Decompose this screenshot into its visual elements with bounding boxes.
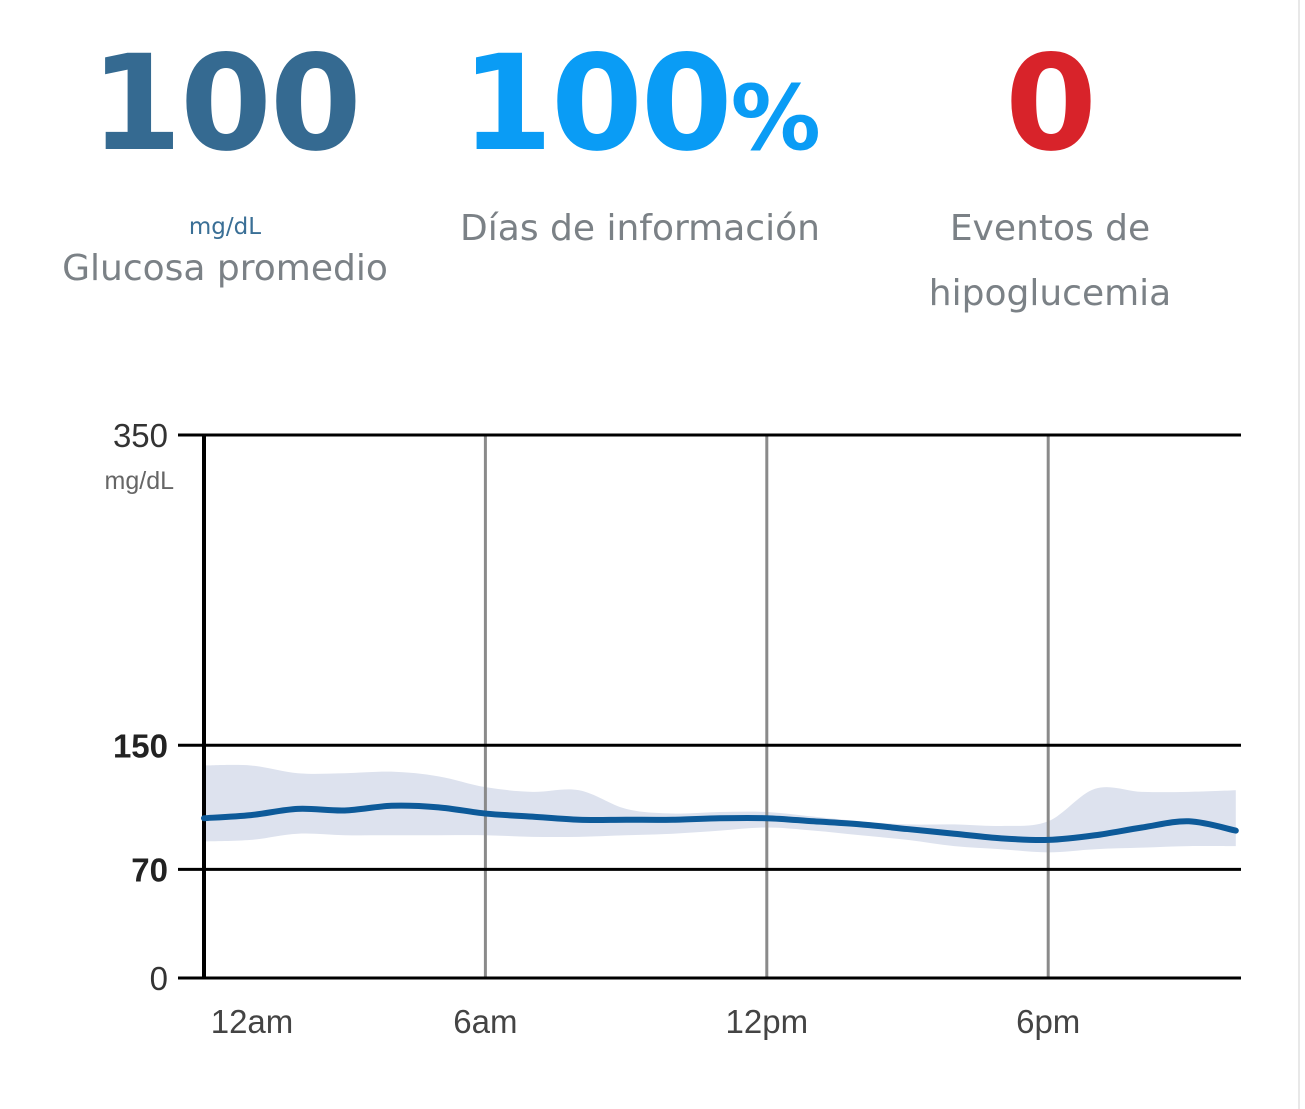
hypo-events-value: 0 [1005, 27, 1097, 181]
x-tick-label-6pm: 6pm [1016, 1003, 1080, 1040]
hypo-events-label-2: hipoglucemia [928, 272, 1172, 314]
data-days-stat: 100% Días de información [430, 38, 850, 263]
x-tick-label-12am: 12am [211, 1003, 294, 1040]
data-days-label: Días de información [460, 208, 820, 249]
hypo-events-stat: 0 Eventos de hipoglucemia [880, 38, 1220, 327]
y-tick-label-70: 70 [131, 851, 168, 888]
data-days-value-row: 100% [430, 38, 850, 170]
y-tick-label-0: 0 [150, 960, 168, 997]
avg-glucose-value: 100 [90, 27, 362, 181]
y-tick-label-350: 350 [113, 417, 168, 454]
panel-right-border [1298, 0, 1300, 1109]
y-unit-label: mg/dL [105, 467, 175, 495]
x-tick-label-6am: 6am [453, 1003, 517, 1040]
data-days-percent: % [730, 66, 821, 171]
avg-glucose-stat: 100 mg/dL Glucosa promedio [30, 38, 420, 303]
median-line [201, 802, 1239, 844]
x-tick-label-12pm: 12pm [726, 1003, 809, 1040]
avg-glucose-label: Glucosa promedio [62, 248, 388, 289]
stats-row: 100 mg/dL Glucosa promedio 100% Días de … [0, 0, 1305, 340]
variability-band [204, 764, 1236, 853]
avg-glucose-unit: mg/dL [188, 214, 262, 240]
hypo-events-label-1: Eventos de [949, 208, 1151, 249]
data-days-value: 100 [461, 27, 733, 181]
y-tick-label-150: 150 [113, 727, 168, 764]
